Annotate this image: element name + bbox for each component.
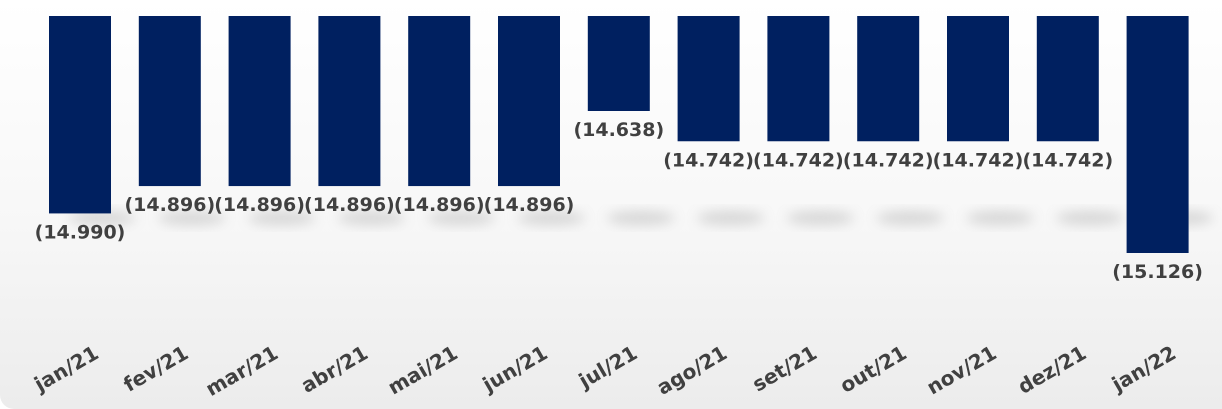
bar-shadow	[1056, 211, 1124, 225]
data-label: (14.990)	[35, 221, 126, 243]
bar-jan-21	[49, 16, 111, 213]
bar-shadow	[607, 211, 675, 225]
bar-out-21	[857, 16, 919, 141]
data-labels: (14.990)(14.896) (14.896) (14.896) (14.896)…	[35, 119, 1203, 283]
x-tick-label: fev/21	[119, 341, 192, 397]
x-tick-label: mai/21	[384, 341, 462, 400]
x-tick-label: ago/21	[653, 341, 731, 400]
bar-nov-21	[947, 16, 1009, 141]
data-label: (14.742)	[933, 149, 1024, 171]
data-label: (14.638)	[573, 119, 664, 141]
x-tick-label: jul/21	[574, 341, 642, 394]
data-label: (14.742)	[843, 149, 934, 171]
bar-mar-21	[229, 16, 291, 186]
x-tick-label: set/21	[748, 341, 821, 397]
bar-shadow	[786, 211, 854, 225]
bar-set-21	[767, 16, 829, 141]
x-tick-label: nov/21	[923, 341, 1001, 400]
bar-fev-21	[139, 16, 201, 186]
data-label: (14.896)	[304, 194, 395, 216]
data-label: (14.896)	[214, 194, 305, 216]
bar-jul-21	[588, 16, 650, 111]
x-tick-label: out/21	[836, 341, 911, 398]
data-label: (15.126)	[1112, 261, 1203, 283]
bar-shadow	[966, 211, 1034, 225]
data-label: (14.742)	[753, 149, 844, 171]
data-label: (14.896)	[484, 194, 575, 216]
x-tick-label: abr/21	[297, 341, 372, 398]
x-axis-tick-labels: jan/21 fev/21 mar/21 abr/21 mai/21 jun/21 jul/…	[29, 341, 1180, 401]
x-tick-label: jun/21	[478, 341, 552, 398]
data-label: (14.742)	[663, 149, 754, 171]
bar-jan-22	[1127, 16, 1189, 253]
x-tick-label: jan/22	[1107, 341, 1180, 397]
x-tick-label: dez/21	[1014, 341, 1091, 399]
data-label: (14.896)	[394, 194, 485, 216]
bar-abr-21	[318, 16, 380, 186]
bar-mai-21	[408, 16, 470, 186]
bar-shadow	[876, 211, 944, 225]
data-label: (14.896)	[124, 194, 215, 216]
bar-jun-21	[498, 16, 560, 186]
bar-ago-21	[678, 16, 740, 141]
data-label: (14.742)	[1022, 149, 1113, 171]
bar-shadow	[697, 211, 765, 225]
x-tick-label: mar/21	[201, 341, 282, 401]
x-tick-label: jan/21	[29, 341, 102, 397]
bar-dez-21	[1037, 16, 1099, 141]
